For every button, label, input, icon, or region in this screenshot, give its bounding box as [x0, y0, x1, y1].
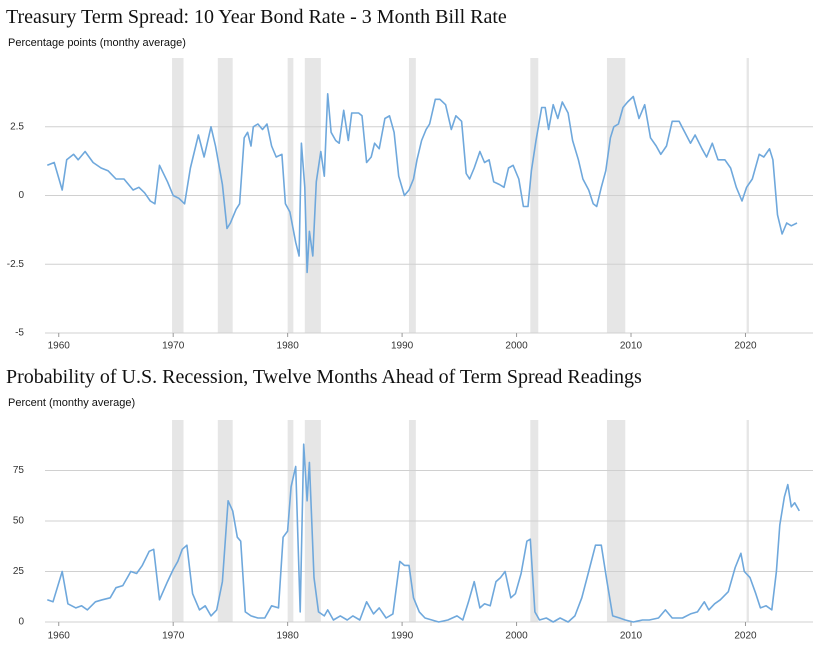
- y-tick-label: -5: [15, 328, 24, 339]
- x-tick-label: 2000: [505, 631, 528, 642]
- y-tick-label: 2.5: [10, 121, 24, 132]
- x-tick-label: 2010: [620, 631, 643, 642]
- x-tick-label: 1970: [162, 631, 185, 642]
- x-tick-label: 1960: [48, 631, 71, 642]
- y-tick-label: -2.5: [7, 259, 25, 270]
- data-line: [46, 93, 798, 274]
- chart-subtitle: Percentage points (monthy average): [8, 37, 186, 49]
- x-tick-label: 1990: [391, 341, 414, 352]
- x-tick-label: 2020: [734, 341, 757, 352]
- y-tick-label: 50: [13, 516, 25, 527]
- y-tick-label: 25: [13, 566, 25, 577]
- y-tick-label: 0: [18, 617, 24, 628]
- x-tick-label: 2000: [505, 341, 528, 352]
- chart-title: Probability of U.S. Recession, Twelve Mo…: [6, 366, 642, 388]
- chart: Probability of U.S. Recession, Twelve Mo…: [6, 366, 813, 642]
- chart-title: Treasury Term Spread: 10 Year Bond Rate …: [6, 6, 507, 28]
- x-tick-label: 2020: [734, 631, 757, 642]
- x-tick-label: 2010: [620, 341, 643, 352]
- y-tick-label: 75: [13, 465, 25, 476]
- x-tick-label: 1980: [277, 341, 300, 352]
- x-tick-label: 1960: [48, 341, 71, 352]
- data-line: [47, 443, 800, 623]
- chart: Treasury Term Spread: 10 Year Bond Rate …: [6, 6, 813, 352]
- y-tick-label: 0: [18, 190, 24, 201]
- x-tick-label: 1970: [162, 341, 185, 352]
- x-tick-label: 1980: [277, 631, 300, 642]
- chart-subtitle: Percent (monthy average): [8, 397, 135, 409]
- x-tick-label: 1990: [391, 631, 414, 642]
